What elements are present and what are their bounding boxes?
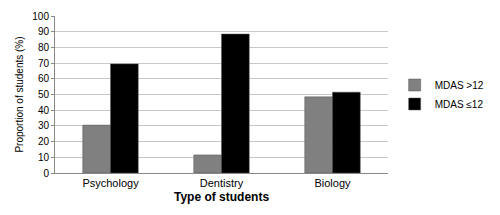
svg-text:20: 20: [38, 136, 50, 147]
svg-text:MDAS >12: MDAS >12: [435, 80, 484, 91]
svg-text:100: 100: [32, 11, 49, 22]
svg-text:Dentistry: Dentistry: [200, 177, 244, 189]
svg-text:Psychology: Psychology: [82, 177, 139, 189]
svg-text:90: 90: [38, 26, 50, 37]
svg-text:60: 60: [38, 73, 50, 84]
svg-text:0: 0: [43, 168, 49, 179]
svg-text:70: 70: [38, 58, 50, 69]
svg-text:40: 40: [38, 105, 50, 116]
svg-text:Type of students: Type of students: [174, 190, 269, 204]
svg-text:30: 30: [38, 120, 50, 131]
svg-text:Proportion of students (%): Proportion of students (%): [14, 36, 25, 152]
svg-text:50: 50: [38, 89, 50, 100]
svg-text:80: 80: [38, 42, 50, 53]
svg-text:10: 10: [38, 152, 50, 163]
svg-text:MDAS ≤12: MDAS ≤12: [435, 99, 484, 110]
svg-text:Biology: Biology: [314, 177, 351, 189]
